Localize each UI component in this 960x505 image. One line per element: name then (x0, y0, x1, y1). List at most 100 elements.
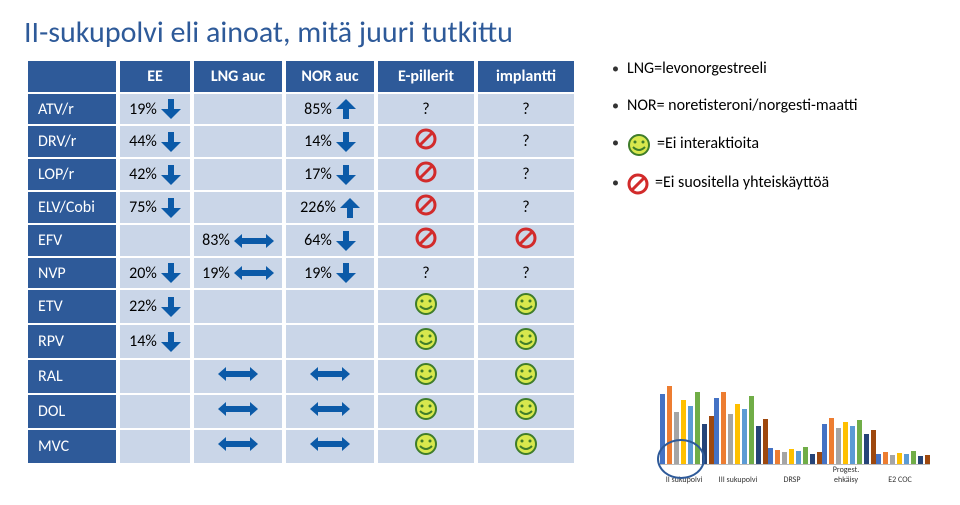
table-cell (478, 290, 574, 323)
col-header: EE (120, 61, 190, 92)
table-cell (194, 360, 282, 393)
table-cell (194, 94, 282, 124)
table-cell: 44% (120, 126, 190, 157)
smile-icon (414, 397, 438, 421)
table-cell: ? (478, 159, 574, 190)
ban-icon (627, 173, 649, 195)
smile-icon (414, 362, 438, 386)
row-header: ETV (28, 290, 116, 323)
chart-bar (897, 453, 902, 464)
bullet-body: =Ei interaktioita (627, 133, 759, 157)
chart-bar (796, 451, 801, 464)
table-cell: 20% (120, 258, 190, 288)
col-header (28, 61, 116, 92)
chart-bar (714, 398, 719, 464)
cell-value: 19% (202, 264, 230, 283)
cell-value: 19% (304, 264, 332, 283)
chart-bar (850, 426, 855, 464)
table-cell: 64% (286, 225, 374, 256)
table-cell (378, 159, 474, 190)
interaction-table: EELNG aucNOR aucE-pilleritimplantti ATV/… (24, 59, 578, 465)
ban-icon (415, 227, 437, 249)
question-mark: ? (522, 198, 529, 217)
table-cell: 19% (286, 258, 374, 288)
question-mark: ? (522, 264, 529, 283)
table-cell: ? (478, 126, 574, 157)
cell-value: 83% (202, 231, 230, 250)
chart-bar (728, 414, 733, 464)
table-cell (194, 430, 282, 463)
arrow-down-icon (161, 99, 181, 119)
table-cell: 22% (120, 290, 190, 323)
bullet-text: LNG=levonorgestreeli (627, 59, 767, 80)
row-header: MVC (28, 430, 116, 463)
table-cell (286, 360, 374, 393)
col-header: implantti (478, 61, 574, 92)
arrow-eq-icon (218, 365, 258, 383)
col-header: LNG auc (194, 61, 282, 92)
table-cell: 226% (286, 192, 374, 223)
row-header: RPV (28, 325, 116, 358)
table-row: RAL (28, 360, 574, 393)
table-row: DRV/r44%14%? (28, 126, 574, 157)
arrow-down-icon (161, 297, 181, 317)
arrow-eq-icon (234, 232, 274, 250)
col-header: E-pillerit (378, 61, 474, 92)
row-header: ATV/r (28, 94, 116, 124)
cell-value: 19% (129, 100, 157, 119)
arrow-down-icon (161, 132, 181, 152)
question-mark: ? (522, 165, 529, 184)
row-header: NVP (28, 258, 116, 288)
row-header: EFV (28, 225, 116, 256)
chart-bar (864, 434, 869, 464)
table-cell (194, 126, 282, 157)
table-row: MVC (28, 430, 574, 463)
chart-bar (822, 424, 827, 464)
chart-group (822, 418, 876, 464)
arrow-eq-icon (218, 435, 258, 453)
cell-value: 75% (129, 198, 157, 217)
chart-bar (876, 454, 881, 464)
bullet-text: =Ei suositella yhteiskäyttöä (655, 173, 829, 194)
cell-value: 22% (129, 297, 157, 316)
smile-icon (514, 362, 538, 386)
table-cell (120, 225, 190, 256)
chart-bar (749, 396, 754, 464)
row-header: RAL (28, 360, 116, 393)
row-header: DOL (28, 395, 116, 428)
arrow-down-icon (161, 198, 181, 218)
table-cell (286, 290, 374, 323)
ban-icon (515, 227, 537, 249)
chart-group (714, 392, 768, 464)
table-cell: ? (478, 258, 574, 288)
bullet-item: •=Ei suositella yhteiskäyttöä (612, 173, 858, 195)
chart-category-label: Progest. ehkäisy (822, 465, 870, 485)
arrow-down-icon (161, 332, 181, 352)
bullet-marker: • (612, 96, 619, 116)
smile-icon (414, 432, 438, 456)
arrow-down-icon (336, 165, 356, 185)
table-cell (120, 360, 190, 393)
chart-bar (789, 449, 794, 464)
chart-bar (803, 447, 808, 464)
table-header-row: EELNG aucNOR aucE-pilleritimplantti (28, 61, 574, 92)
smile-icon (514, 397, 538, 421)
table-cell (194, 192, 282, 223)
row-header: ELV/Cobi (28, 192, 116, 223)
cell-value: 20% (129, 264, 157, 283)
cell-value: 14% (129, 332, 157, 351)
chart-group (876, 451, 930, 464)
bullet-body: LNG=levonorgestreeli (627, 59, 767, 80)
table-cell (194, 395, 282, 428)
smile-icon (627, 133, 651, 157)
table-row: ETV 22% (28, 290, 574, 323)
table-cell (378, 290, 474, 323)
table-cell: 14% (120, 325, 190, 358)
cell-value: 64% (304, 231, 332, 250)
table-cell: 83% (194, 225, 282, 256)
table-cell: ? (478, 94, 574, 124)
question-mark: ? (522, 100, 529, 119)
chart-bar (775, 450, 780, 464)
table-cell (378, 325, 474, 358)
bullet-marker: • (612, 59, 619, 79)
